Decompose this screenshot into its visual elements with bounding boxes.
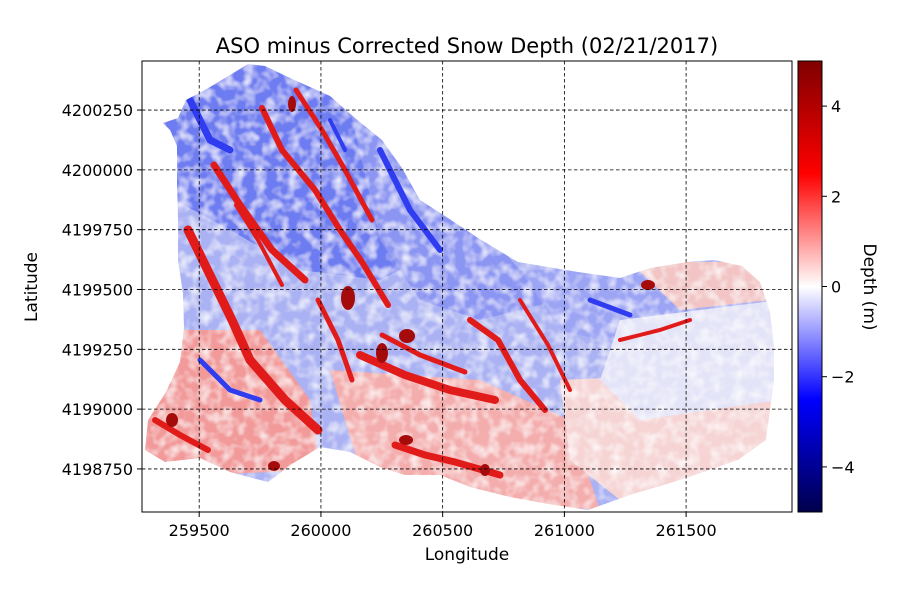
grid-lines — [142, 61, 792, 512]
colorbar-tick-label: 0 — [831, 278, 841, 297]
y-axis-label: Latitude — [22, 252, 42, 322]
chart-title: ASO minus Corrected Snow Depth (02/21/20… — [216, 34, 718, 58]
y-tick-label: 4200000 — [62, 161, 133, 180]
colorbar-label: Depth (m) — [859, 243, 879, 330]
x-tick-label: 260000 — [290, 521, 351, 540]
colorbar-tick-label: 4 — [831, 97, 841, 116]
plot-frame — [141, 60, 793, 513]
x-axis-label: Longitude — [425, 545, 510, 565]
y-axis-ticks: 4198750 4199000 4199250 4199500 4199750 42000… — [62, 101, 142, 479]
x-axis-ticks: 259500 260000 260500 261000 261500 — [169, 512, 717, 540]
y-tick-label: 4199250 — [62, 340, 133, 359]
colorbar-tick-label: −4 — [831, 458, 855, 477]
colorbar — [797, 60, 823, 513]
y-tick-label: 4199000 — [62, 400, 133, 419]
colorbar-ticks: 4 2 0 −2 −4 — [822, 97, 855, 477]
y-tick-label: 4199500 — [62, 280, 133, 299]
x-tick-label: 259500 — [169, 521, 230, 540]
x-tick-label: 261500 — [656, 521, 717, 540]
y-tick-label: 4198750 — [62, 460, 133, 479]
colorbar-tick-label: −2 — [831, 368, 855, 387]
y-tick-label: 4199750 — [62, 221, 133, 240]
x-tick-label: 260500 — [412, 521, 473, 540]
colorbar-tick-label: 2 — [831, 187, 841, 206]
y-tick-label: 4200250 — [62, 101, 133, 120]
x-tick-label: 261000 — [534, 521, 595, 540]
